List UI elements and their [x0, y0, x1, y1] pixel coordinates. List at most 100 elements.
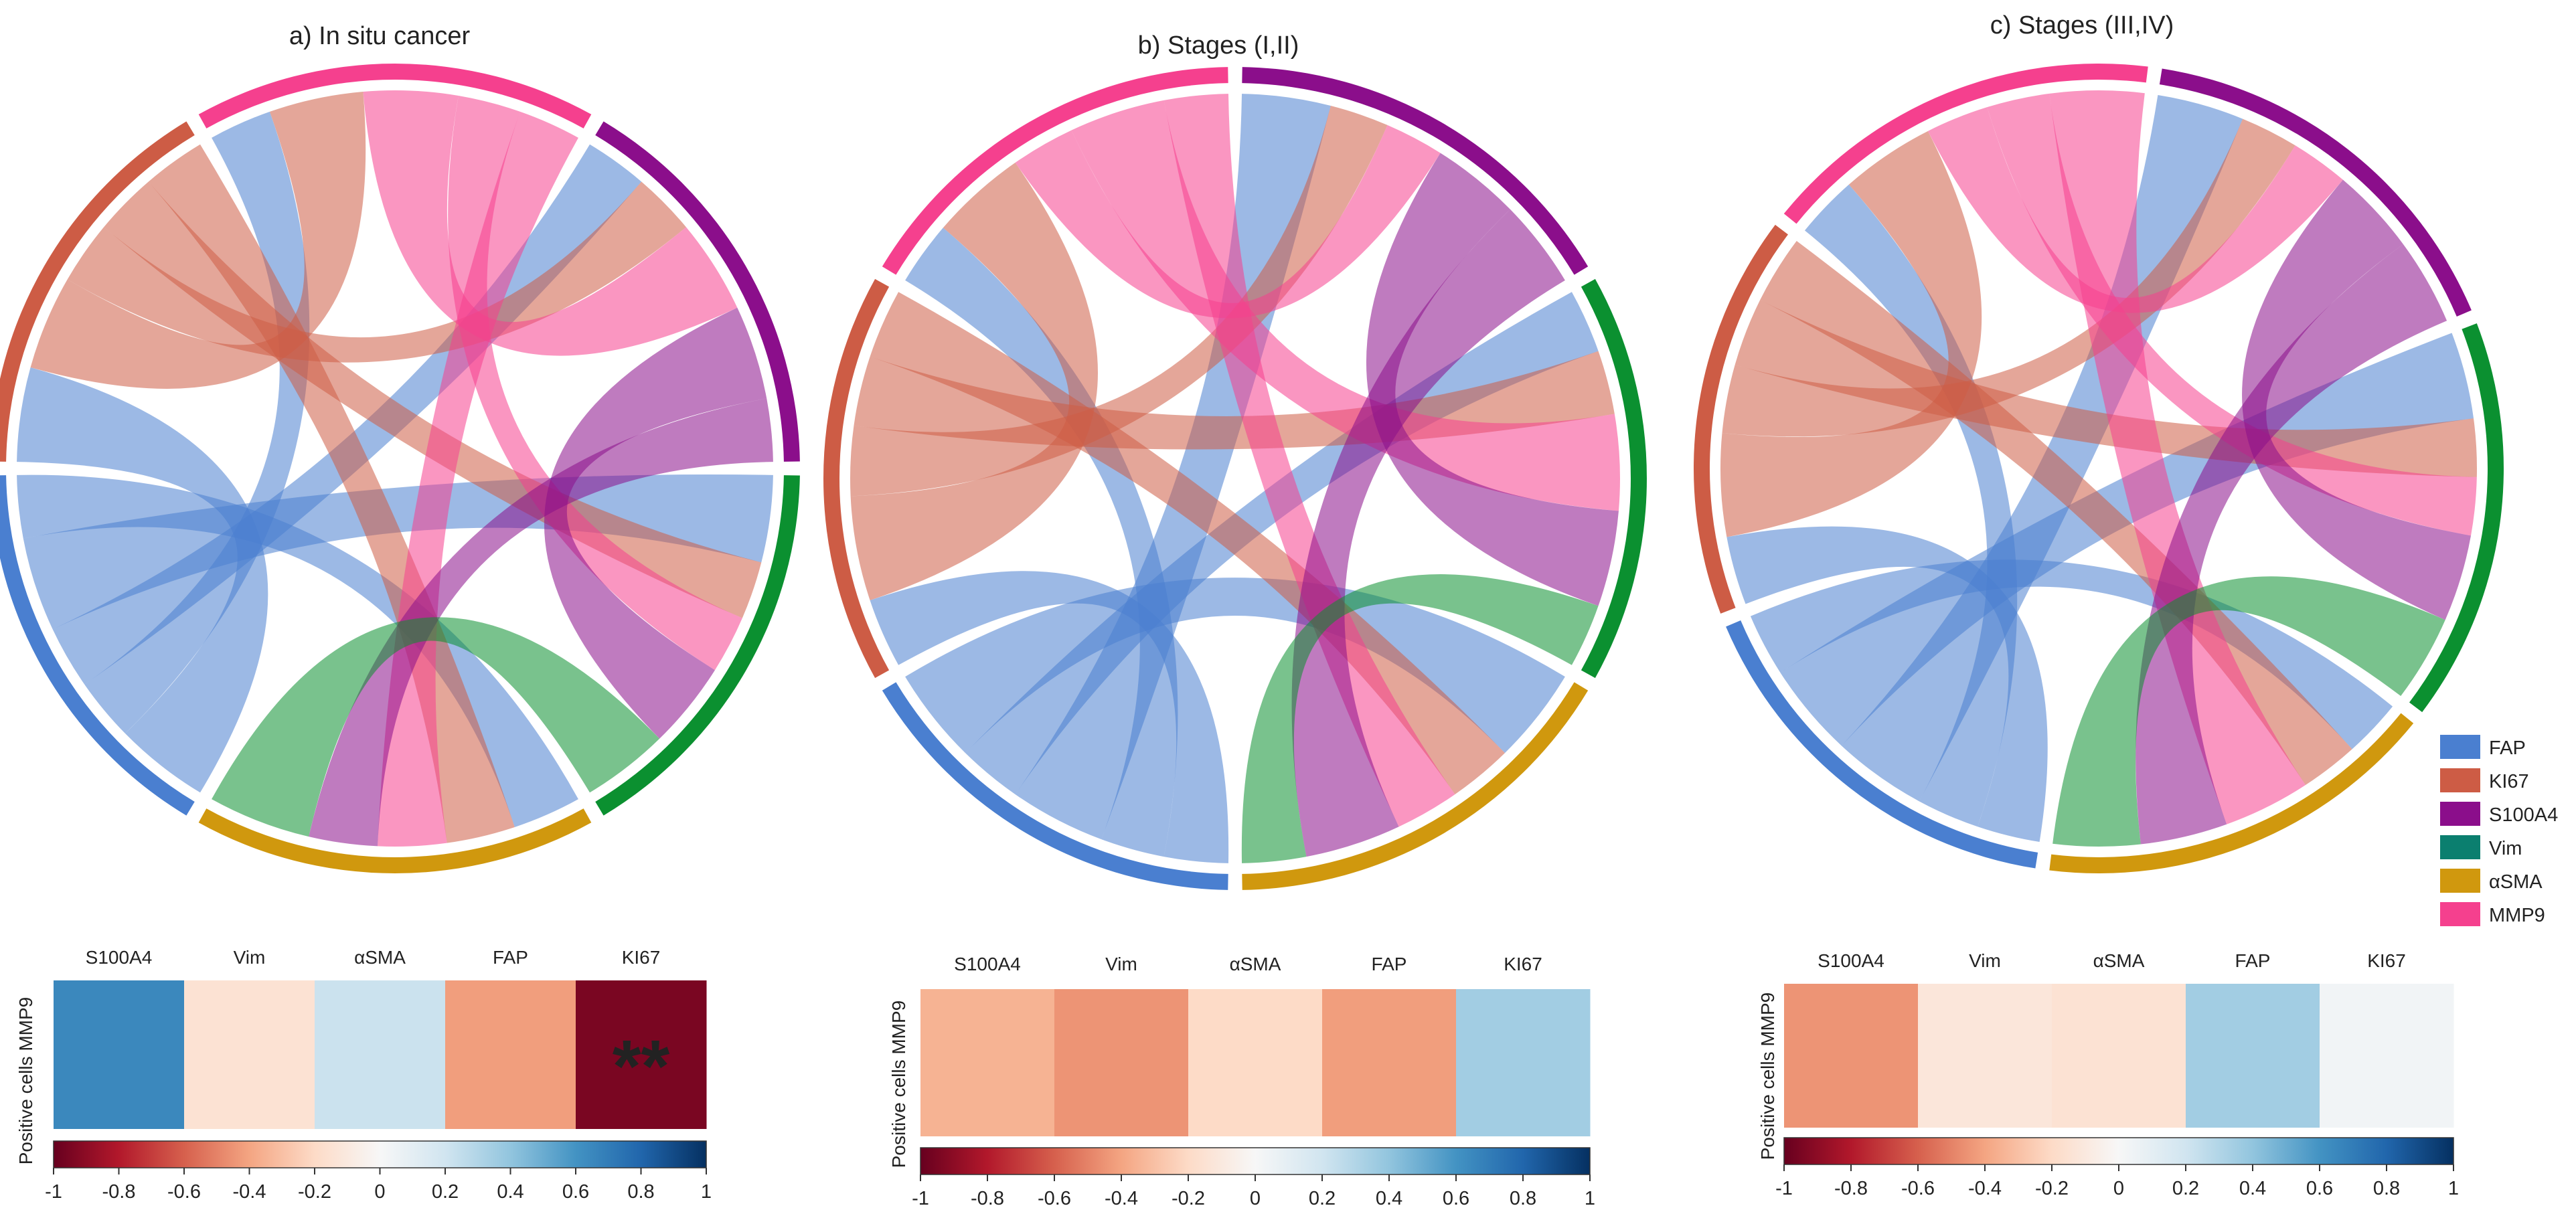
panel-title-a: a) In situ cancer [289, 22, 471, 50]
chord-link-fap-ki67 [1726, 526, 2048, 843]
chord-link-ki67-mmp9 [850, 163, 1099, 601]
chord-link-ki67-vim [1735, 300, 2477, 477]
colorbar [1783, 1137, 2454, 1165]
colorbar-tick-label: 0 [374, 1181, 385, 1203]
heatmap-column-label: S100A4 [954, 954, 1021, 974]
heatmap-column-label: FAP [1372, 954, 1407, 974]
chord-sector-mmp9 [882, 67, 1228, 275]
colorbar-tick-label: 0.6 [1443, 1188, 1469, 1209]
colorbar-tick-label: 0.6 [562, 1181, 589, 1203]
chord-link-fap-asma [17, 474, 578, 827]
heatmap-column-label: Vim [1969, 950, 2001, 971]
colorbar-tick-label: -0.4 [1968, 1178, 2002, 1199]
chord-link-mmp9-asma [378, 111, 578, 847]
colorbar-tick-label: 0.2 [432, 1181, 459, 1203]
heatmap-cell [1918, 984, 2052, 1128]
heatmap-column-label: FAP [493, 947, 528, 968]
heatmap-y-label: Positive cells MMP9 [888, 1000, 909, 1168]
colorbar-tick-label: 0.2 [2172, 1178, 2199, 1199]
heatmap-column-label: KI67 [2367, 950, 2406, 971]
heatmap-column-label: αSMA [2093, 950, 2145, 971]
chord-link-s100a4-vim [1366, 153, 1619, 606]
heatmap-cell [315, 980, 446, 1129]
chord-sector-vim [1581, 278, 1647, 679]
colorbar-tick-label: 0 [1250, 1188, 1261, 1209]
colorbar-tick-label: -0.4 [233, 1181, 266, 1203]
chord-link-vim-asma [1241, 574, 1599, 863]
chord-link-ki67-vim [104, 181, 762, 618]
colorbar-tick-label: -0.4 [1105, 1188, 1138, 1209]
chord-link-s100a4-vim [2242, 179, 2472, 620]
colorbar-tick-label: 0.4 [1376, 1188, 1402, 1209]
colorbar-tick-label: -0.6 [1901, 1178, 1935, 1199]
chord-sector-asma [198, 808, 592, 873]
chord-link-s100a4-vim [544, 307, 767, 739]
chord-link-fap-ki67 [870, 571, 1229, 863]
heatmap-cell [2186, 984, 2320, 1128]
colorbar-tick-label: 0 [2113, 1178, 2124, 1199]
chord-diagram-c [1694, 63, 2504, 874]
chord-sector-vim [595, 475, 800, 816]
colorbar-tick-label: 0.4 [2239, 1178, 2266, 1199]
chord-link-s100a4-asma [1291, 209, 1565, 857]
colorbar-tick-label: -1 [912, 1188, 929, 1209]
legend-label-mmp9: MMP9 [2489, 905, 2545, 926]
heatmap-column-label: Vim [1105, 954, 1137, 974]
chord-sector-asma [1242, 682, 1589, 890]
legend-swatch-mmp9 [2440, 902, 2480, 926]
heatmap-column-label: Vim [234, 947, 266, 968]
colorbar-tick-label: 0.2 [1309, 1188, 1336, 1209]
heatmap-column-label: αSMA [1230, 954, 1281, 974]
chord-link-mmp9-vim [1071, 100, 1620, 511]
chord-link-fap-s100a4 [1015, 94, 1331, 840]
colorbar-tick-label: 0.4 [497, 1181, 524, 1203]
chord-sector-ki67 [0, 121, 195, 462]
colorbar-tick-label: 0.8 [627, 1181, 654, 1203]
chord-link-fap-ki67 [17, 367, 268, 793]
colorbar-tick-label: -1 [45, 1181, 62, 1203]
legend-swatch-vim [2440, 835, 2480, 859]
colorbar-tick-label: -0.6 [1038, 1188, 1071, 1209]
chord-link-fap-mmp9 [905, 228, 1178, 857]
chord-sector-asma [2049, 713, 2414, 874]
colorbar-tick-label: -0.8 [971, 1188, 1004, 1209]
heatmap-cell [2320, 984, 2454, 1128]
heatmap-cell [54, 980, 185, 1129]
colorbar-tick-label: -0.8 [1834, 1178, 1868, 1199]
colorbar-tick-label: -1 [1775, 1178, 1793, 1199]
chord-link-ki67-mmp9 [1720, 130, 1982, 537]
heatmap-cell [1784, 984, 1919, 1128]
colorbar-tick-label: -0.2 [1172, 1188, 1205, 1209]
colorbar-tick-label: -0.6 [167, 1181, 201, 1203]
heatmap-cell [1188, 989, 1323, 1136]
chord-link-mmp9-vim [1987, 93, 2477, 536]
legend-swatch-s100a4 [2440, 802, 2480, 826]
colorbar [920, 1147, 1591, 1175]
heatmap-cell [576, 980, 707, 1129]
colorbar-tick-label: -0.2 [2035, 1178, 2069, 1199]
heatmap-column-label: αSMA [354, 947, 406, 968]
heatmap-cell [1322, 989, 1457, 1136]
chord-link-vim-asma [212, 617, 660, 837]
chord-sector-ki67 [1694, 224, 1788, 614]
colorbar-tick-label: 0.8 [1510, 1188, 1536, 1209]
heatmap-cell [920, 989, 1055, 1136]
chord-link-mmp9-s100a4 [1015, 124, 1441, 319]
chord-sector-s100a4 [1242, 67, 1589, 275]
chord-link-fap-asma [905, 578, 1565, 754]
chord-link-ki67-mmp9 [30, 92, 366, 389]
heatmap-cell [1054, 989, 1189, 1136]
colorbar-tick-label: 0.6 [2306, 1178, 2333, 1199]
heatmap-cell [1456, 989, 1591, 1136]
chord-sector-s100a4 [595, 121, 800, 462]
heatmap-c: Positive cells MMP9 S100A4 Vim αSMA FAP KI67… [1757, 950, 2459, 1199]
heatmap-b: Positive cells MMP9 S100A4 Vim αSMA FAP KI67… [888, 954, 1595, 1209]
chord-diagram-a [0, 64, 800, 873]
heatmap-cell [184, 980, 315, 1129]
colorbar [53, 1140, 707, 1168]
legend: FAP KI67 S100A4 Vim αSMA MMP9 [2440, 735, 2558, 926]
legend-label-asma: αSMA [2489, 871, 2543, 893]
chord-link-ki67-asma [1760, 240, 2352, 786]
heatmap-column-label: KI67 [1504, 954, 1542, 974]
colorbar-tick-label: -0.8 [102, 1181, 136, 1203]
